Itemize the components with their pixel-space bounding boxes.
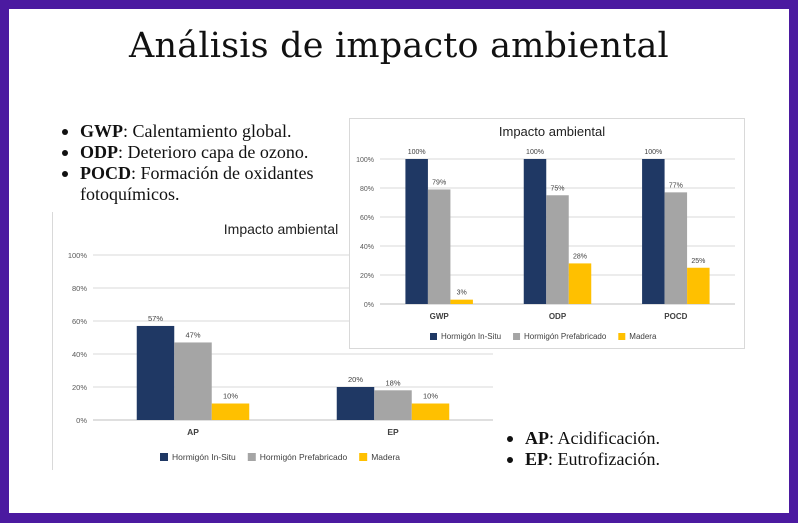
legend-label: Hormigón Prefabricado <box>524 332 607 341</box>
x-tick-label: POCD <box>664 312 687 321</box>
bullet-term: EP <box>525 449 549 469</box>
y-tick-label: 0% <box>364 302 374 309</box>
y-tick-label: 40% <box>72 350 87 359</box>
legend-label: Madera <box>629 332 657 341</box>
bar <box>211 403 250 420</box>
bar <box>546 195 569 304</box>
data-label: 100% <box>644 149 662 156</box>
y-tick-label: 100% <box>68 251 88 260</box>
legend-swatch <box>247 453 256 461</box>
legend-swatch <box>359 453 368 461</box>
data-label: 25% <box>691 258 705 265</box>
y-tick-label: 80% <box>360 186 374 193</box>
chart-title: Impacto ambiental <box>224 221 338 237</box>
chart-gwp-odp-pocd-svg: Impacto ambiental 0% 20% 40% 60% 80% 100% 100% 7… <box>356 124 735 341</box>
bar <box>174 342 212 420</box>
data-label: 79% <box>432 179 446 186</box>
bar <box>427 189 451 304</box>
data-label: 18% <box>385 378 400 387</box>
legend-label: Hormigón Prefabricado <box>260 452 348 462</box>
x-tick-label: AP <box>187 427 199 437</box>
x-tick-label: EP <box>387 427 399 437</box>
legend-swatch <box>430 333 437 340</box>
y-tick-label: 60% <box>72 317 87 326</box>
data-label: 100% <box>408 149 426 156</box>
bullet-term: AP <box>525 428 549 448</box>
bar <box>687 267 710 304</box>
bullet-item-odp: ODP: Deterioro capa de ozono. <box>60 142 360 163</box>
bullet-desc: : Eutrofización. <box>548 449 660 469</box>
bar <box>405 159 428 304</box>
bar <box>568 263 592 304</box>
y-tick-label: 0% <box>76 416 87 425</box>
x-tick-label: ODP <box>549 312 567 321</box>
bullet-list-bottom: AP: Acidificación. EP: Eutrofización. <box>505 428 765 470</box>
bullet-desc: : Deterioro capa de ozono. <box>118 142 309 162</box>
data-label: 75% <box>550 185 564 192</box>
y-tick-label: 100% <box>356 157 374 164</box>
bullet-item-gwp: GWP: Calentamiento global. <box>60 121 360 142</box>
bullet-item-ap: AP: Acidificación. <box>505 428 765 449</box>
legend-label: Madera <box>371 452 400 462</box>
data-label: 77% <box>669 182 683 189</box>
y-tick-label: 80% <box>72 284 87 293</box>
bullet-item-ep: EP: Eutrofización. <box>505 449 765 470</box>
x-tick-label: GWP <box>430 312 450 321</box>
data-label: 3% <box>457 290 467 297</box>
y-tick-label: 60% <box>360 215 374 222</box>
bar <box>664 192 688 304</box>
data-label: 10% <box>223 392 238 401</box>
bullet-list-top: GWP: Calentamiento global. ODP: Deterior… <box>60 121 360 205</box>
bullet-term: POCD <box>80 163 131 183</box>
bar <box>642 159 665 304</box>
data-label: 57% <box>148 314 163 323</box>
y-tick-label: 20% <box>360 273 374 280</box>
bar <box>523 159 547 304</box>
bullet-desc: : Calentamiento global. <box>123 121 292 141</box>
legend-swatch <box>618 333 626 340</box>
data-label: 100% <box>526 149 544 156</box>
chart-gwp-odp-pocd: Impacto ambiental 0% 20% 40% 60% 80% 100% 100% 7… <box>349 118 745 349</box>
y-tick-label: 20% <box>72 383 87 392</box>
bullet-desc: : Acidificación. <box>549 428 660 448</box>
data-label: 47% <box>185 330 200 339</box>
data-label: 28% <box>573 253 587 260</box>
bar <box>374 390 412 420</box>
legend-swatch <box>160 453 168 461</box>
legend-label: Hormigón In-Situ <box>172 452 236 462</box>
bar <box>136 325 175 420</box>
bar <box>336 387 375 420</box>
bullet-term: GWP <box>80 121 123 141</box>
bullet-desc: : Formación de oxidantes fotoquímicos. <box>80 163 314 204</box>
data-label: 20% <box>348 375 363 384</box>
bar <box>450 299 473 304</box>
bullet-term: ODP <box>80 142 118 162</box>
slide-title: Análisis de impacto ambiental <box>129 26 669 66</box>
chart-ap-ep-svg: Impacto ambiental 0% 20% 40% 60% 80% 100% 57% 47… <box>68 221 493 462</box>
bullet-item-pocd: POCD: Formación de oxidantes fotoquímico… <box>60 163 360 205</box>
legend-swatch <box>513 333 521 340</box>
y-tick-label: 40% <box>360 244 374 251</box>
bar <box>411 403 450 420</box>
legend-label: Hormigón In-Situ <box>441 332 501 341</box>
data-label: 10% <box>423 392 438 401</box>
chart-title: Impacto ambiental <box>499 124 605 139</box>
